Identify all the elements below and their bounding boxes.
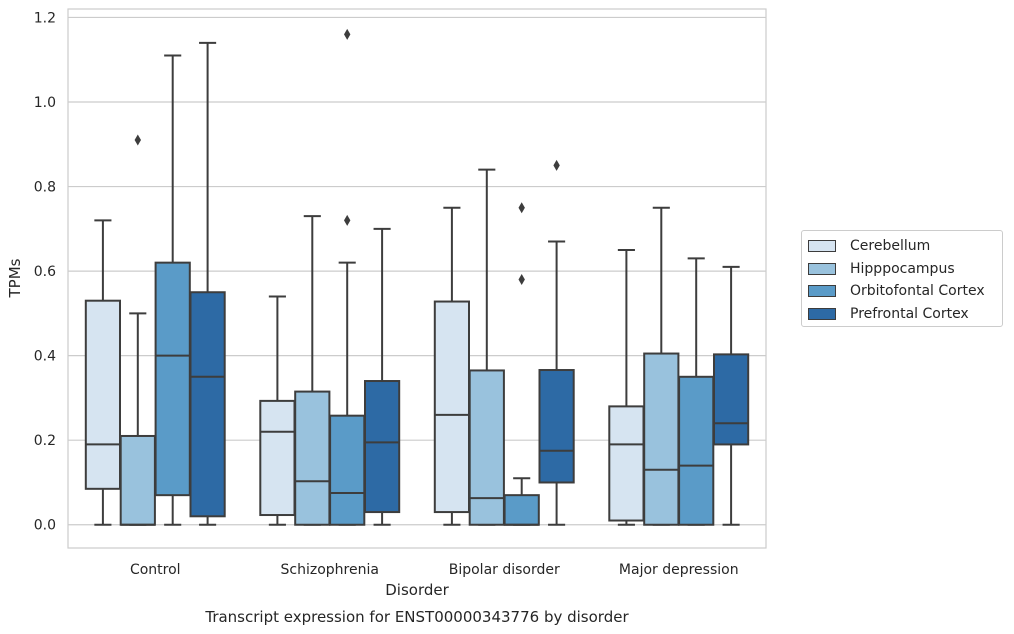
legend-item-hippocampus: Hipppocampus bbox=[808, 258, 1002, 281]
legend-label-orbitofrontal-cortex: Orbitofontal Cortex bbox=[850, 283, 985, 300]
x-tick-label-bipolar-disorder: Bipolar disorder bbox=[449, 562, 560, 578]
box-orbitofontal-cortex-schizophrenia-outlier bbox=[344, 214, 351, 226]
box-orbitofontal-cortex-bipolar-disorder-outlier bbox=[518, 274, 525, 286]
y-tick-label: 1.0 bbox=[34, 95, 56, 111]
box-cerebellum-bipolar-disorder-iqr bbox=[433, 300, 471, 514]
box-hipppocampus-control-iqr bbox=[119, 434, 156, 526]
box-cerebellum-schizophrenia-iqr bbox=[259, 399, 296, 517]
box-orbitofontal-cortex-bipolar-disorder-iqr bbox=[503, 494, 540, 526]
box-prefrontal-cortex-bipolar-disorder-iqr bbox=[538, 369, 575, 484]
x-tick-label-control: Control bbox=[130, 562, 181, 578]
y-axis-label: TPMs bbox=[6, 258, 24, 298]
y-tick-label: 0.0 bbox=[34, 518, 56, 534]
legend-swatch-orbitofrontal-cortex bbox=[808, 285, 836, 298]
box-hipppocampus-schizophrenia-iqr bbox=[294, 390, 331, 526]
plot-frame bbox=[67, 8, 767, 549]
box-prefrontal-cortex-schizophrenia-iqr bbox=[363, 380, 401, 514]
legend: Cerebellum Hipppocampus Orbitofontal Cor… bbox=[801, 230, 1003, 327]
x-tick-label-schizophrenia: Schizophrenia bbox=[281, 562, 379, 578]
x-tick-labels: Control Schizophrenia Bipolar disorder Majo… bbox=[130, 562, 739, 578]
y-tick-label: 0.4 bbox=[34, 349, 56, 365]
box-cerebellum-major-depression-iqr bbox=[608, 405, 645, 522]
box-hipppocampus-bipolar-disorder-iqr bbox=[468, 369, 505, 526]
box-prefrontal-cortex-bipolar-disorder-outlier bbox=[553, 159, 560, 171]
legend-item-orbitofrontal-cortex: Orbitofontal Cortex bbox=[808, 280, 1002, 303]
box-prefrontal-cortex-major-depression-iqr bbox=[712, 353, 750, 446]
legend-swatch-prefrontal-cortex bbox=[808, 308, 836, 321]
y-tick-label: 0.6 bbox=[34, 264, 56, 280]
x-tick-label-major-depression: Major depression bbox=[619, 562, 739, 578]
box-orbitofontal-cortex-bipolar-disorder-outlier bbox=[518, 202, 525, 214]
legend-label-prefrontal-cortex: Prefrontal Cortex bbox=[850, 306, 969, 323]
y-tick-label: 0.2 bbox=[34, 433, 56, 449]
legend-item-prefrontal-cortex: Prefrontal Cortex bbox=[808, 303, 1002, 326]
box-cerebellum-control-iqr bbox=[84, 299, 122, 490]
y-tick-label: 1.2 bbox=[34, 10, 56, 26]
box-orbitofontal-cortex-control-iqr bbox=[154, 261, 191, 497]
legend-swatch-cerebellum bbox=[808, 240, 836, 253]
legend-label-hippocampus: Hipppocampus bbox=[850, 260, 955, 277]
legend-label-cerebellum: Cerebellum bbox=[850, 238, 931, 255]
box-prefrontal-cortex-control-iqr bbox=[189, 291, 226, 518]
y-tick-label: 0.8 bbox=[34, 180, 56, 196]
box-hipppocampus-major-depression-iqr bbox=[643, 352, 680, 526]
box-hipppocampus-control-outlier bbox=[134, 134, 141, 146]
y-tick-labels: 0.0 0.2 0.4 0.6 0.8 1.0 1.2 bbox=[34, 10, 56, 533]
box-orbitofontal-cortex-major-depression-iqr bbox=[678, 375, 715, 526]
legend-swatch-hippocampus bbox=[808, 262, 836, 275]
box-orbitofontal-cortex-schizophrenia-iqr bbox=[329, 414, 366, 526]
boxes-layer bbox=[84, 28, 750, 526]
box-orbitofontal-cortex-schizophrenia-outlier bbox=[344, 28, 351, 40]
chart-caption: Transcript expression for ENST0000034377… bbox=[204, 608, 629, 626]
legend-item-cerebellum: Cerebellum bbox=[808, 235, 1002, 258]
x-axis-label: Disorder bbox=[385, 581, 449, 599]
